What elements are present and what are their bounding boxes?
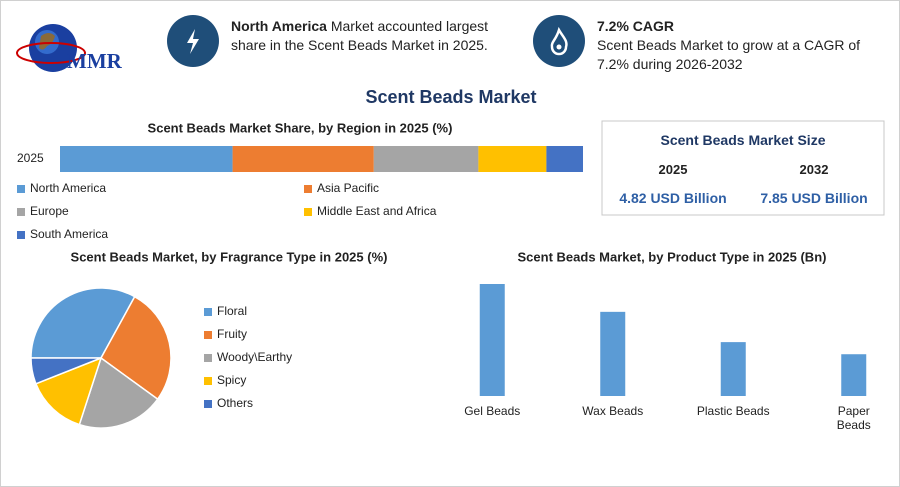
legend-swatch (204, 331, 212, 339)
chart-title: Scent Beads Market Share, by Region in 2… (148, 120, 453, 135)
legend-label: Floral (217, 304, 247, 318)
legend-label: Europe (30, 204, 69, 218)
legend-label: North America (30, 181, 106, 195)
legend-label: Spicy (217, 373, 246, 387)
legend-swatch (204, 377, 212, 385)
legend-swatch (204, 308, 212, 316)
highlight-text: North America Market accounted largest s… (231, 17, 511, 55)
pie-slice (30, 357, 102, 385)
chart-title: Scent Beads Market, by Product Type in 2… (518, 249, 827, 264)
bar-segment (373, 146, 479, 172)
legend-label: Fruity (217, 327, 247, 341)
logo-text: MMR (67, 49, 123, 73)
x-tick-label: Wax Beads (582, 404, 644, 418)
size-year: 2025 (658, 162, 688, 177)
bar-segment (546, 146, 583, 172)
highlight-body: Scent Beads Market to grow at a CAGR of … (597, 37, 861, 72)
pie-slice (30, 287, 136, 359)
size-value: 4.82 USD Billion (619, 190, 727, 206)
main-title: Scent Beads Market (365, 87, 537, 107)
legend-swatch (204, 400, 212, 408)
bar (841, 354, 867, 396)
legend-label: Middle East and Africa (317, 204, 437, 218)
legend-swatch (17, 231, 25, 239)
legend-label: Others (217, 396, 253, 410)
pie-slice (34, 356, 103, 426)
legend-swatch (17, 185, 25, 193)
bar-segment (478, 146, 547, 172)
x-tick-label: Gel Beads (464, 404, 521, 418)
highlight-body: Market accounted largest share in the Sc… (231, 18, 489, 53)
x-tick-label: Paper Beads (836, 404, 871, 432)
highlight-bold: North America (231, 18, 327, 34)
logo-swoosh (16, 42, 86, 64)
legend-swatch (17, 208, 25, 216)
bolt-icon (187, 29, 199, 54)
logo-land (39, 33, 55, 50)
market-size-box (601, 120, 885, 216)
legend-label: South America (30, 227, 108, 241)
size-title: Scent Beads Market Size (660, 132, 826, 148)
bar-segment (232, 146, 374, 172)
pie-slice (100, 295, 172, 401)
highlight-text: 7.2% CAGR Scent Beads Market to grow at … (597, 17, 889, 74)
growth-icon (550, 26, 568, 56)
highlight-icon (167, 15, 219, 67)
legend-label: Woody\Earthy (217, 350, 292, 364)
bar (720, 342, 746, 396)
pie-slice (78, 356, 159, 429)
bar (600, 311, 626, 396)
x-tick-label: Plastic Beads (696, 404, 770, 418)
size-year: 2032 (799, 162, 829, 177)
size-value: 7.85 USD Billion (760, 190, 868, 206)
legend-swatch (304, 208, 312, 216)
highlight-bold: 7.2% CAGR (597, 18, 675, 34)
legend-swatch (304, 185, 312, 193)
highlight-icon (533, 15, 585, 67)
y-tick-label: 2025 (17, 151, 44, 165)
legend-swatch (204, 354, 212, 362)
bar (479, 284, 505, 396)
bar-segment (60, 146, 233, 172)
legend-label: Asia Pacific (317, 181, 379, 195)
chart-title: Scent Beads Market, by Fragrance Type in… (71, 249, 388, 264)
